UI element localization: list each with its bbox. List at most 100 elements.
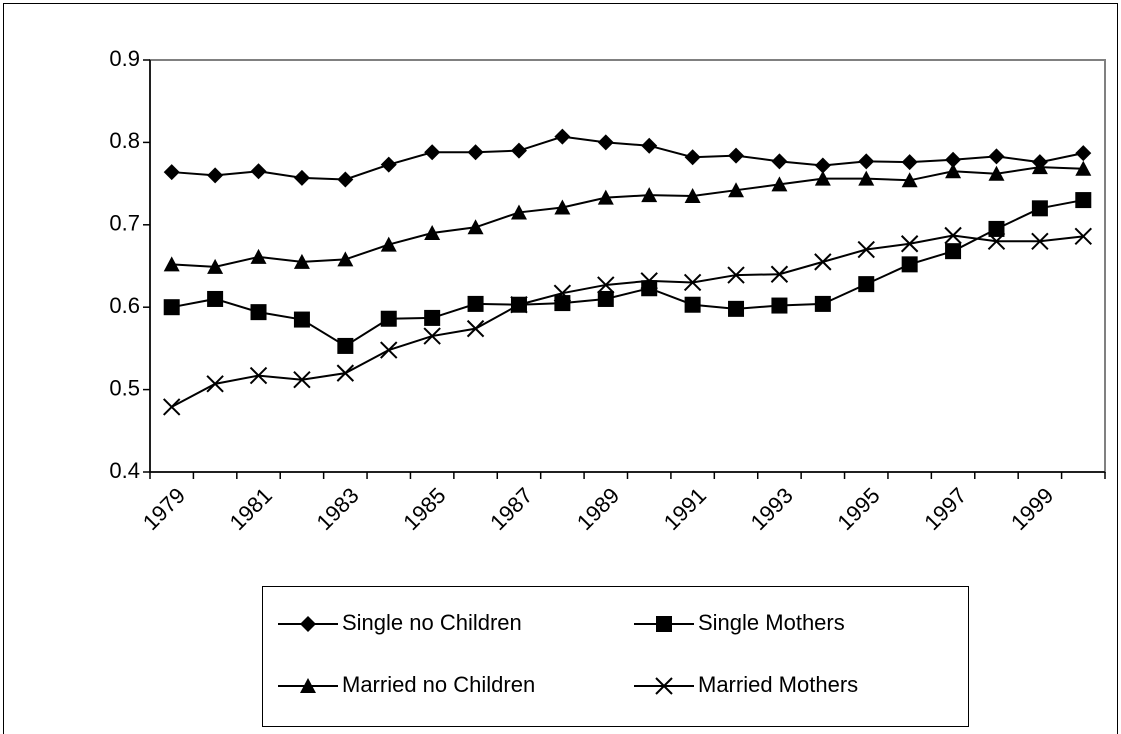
data-point — [683, 273, 702, 292]
data-point — [988, 148, 1005, 165]
data-point — [988, 165, 1005, 181]
data-point — [510, 296, 528, 314]
data-point — [380, 341, 398, 359]
data-point — [553, 284, 572, 302]
data-point — [901, 256, 918, 273]
data-point — [900, 235, 919, 253]
data-point — [771, 153, 788, 170]
legend-label: Single Mothers — [698, 610, 845, 635]
data-point — [771, 297, 788, 314]
data-point — [597, 189, 614, 205]
data-point — [380, 310, 397, 327]
data-point — [162, 398, 181, 416]
data-point — [554, 128, 571, 145]
data-point — [1075, 145, 1092, 162]
data-point — [684, 149, 701, 166]
legend — [262, 586, 969, 727]
series-line — [171, 135, 1084, 181]
data-point — [728, 147, 745, 164]
data-point — [987, 232, 1006, 250]
data-point — [684, 187, 701, 203]
data-point — [423, 327, 441, 345]
data-point — [467, 295, 484, 312]
data-point — [641, 280, 658, 297]
y-tick-label: 0.9 — [109, 46, 140, 71]
data-point — [337, 337, 354, 354]
data-point — [207, 167, 224, 184]
data-point — [337, 251, 354, 267]
data-point — [988, 220, 1005, 237]
data-point — [467, 219, 484, 235]
data-point — [510, 142, 527, 159]
data-point — [858, 153, 875, 170]
data-point — [163, 164, 180, 181]
data-point — [380, 236, 397, 252]
data-point — [727, 266, 745, 284]
data-point — [901, 154, 918, 171]
series-line — [171, 234, 1084, 408]
data-point — [814, 295, 831, 312]
legend-label: Married no Children — [342, 672, 535, 697]
data-point — [424, 144, 441, 161]
data-point — [858, 276, 875, 293]
y-tick-label: 0.5 — [109, 375, 140, 400]
data-point — [945, 243, 962, 260]
data-point — [728, 300, 745, 317]
data-point — [1031, 159, 1048, 175]
data-point — [380, 156, 397, 173]
data-point — [467, 144, 484, 161]
data-point — [728, 182, 745, 198]
data-point — [641, 137, 658, 154]
legend-marker — [656, 616, 672, 632]
data-point — [250, 248, 267, 264]
data-point — [597, 134, 614, 151]
data-point — [163, 256, 180, 272]
data-point — [163, 299, 180, 316]
data-point — [554, 199, 571, 215]
legend-label: Single no Children — [342, 610, 522, 635]
data-point — [293, 169, 310, 186]
legend-marker — [655, 677, 673, 695]
data-point — [857, 240, 875, 259]
data-point — [337, 171, 354, 188]
data-point — [814, 157, 831, 174]
data-point — [293, 253, 310, 269]
data-point — [466, 319, 485, 338]
data-point — [554, 295, 571, 312]
data-point — [293, 311, 310, 328]
data-point — [293, 371, 311, 389]
data-point — [1075, 192, 1092, 209]
y-tick-label: 0.6 — [109, 293, 140, 318]
y-tick-label: 0.4 — [109, 458, 140, 483]
data-point — [597, 276, 615, 294]
data-point — [424, 225, 441, 241]
data-point — [640, 272, 658, 290]
data-point — [249, 366, 268, 385]
data-point — [684, 296, 701, 313]
data-point — [250, 304, 267, 321]
data-point — [510, 204, 527, 220]
data-point — [945, 151, 962, 168]
y-tick-label: 0.7 — [109, 211, 140, 236]
series-line — [171, 166, 1084, 268]
data-point — [771, 176, 788, 192]
data-point — [641, 187, 658, 203]
data-point — [858, 170, 875, 186]
data-point — [901, 172, 918, 188]
legend-label: Married Mothers — [698, 672, 858, 697]
data-point — [1075, 160, 1092, 176]
y-tick-label: 0.8 — [109, 128, 140, 153]
data-point — [207, 290, 224, 307]
data-point — [250, 163, 267, 180]
data-point — [814, 170, 831, 186]
data-point — [944, 226, 962, 245]
data-point — [770, 265, 789, 283]
series-line — [171, 199, 1084, 348]
data-point — [336, 364, 355, 382]
data-point — [206, 375, 224, 393]
data-point — [945, 163, 962, 179]
data-point — [597, 290, 614, 307]
data-point — [1031, 232, 1049, 250]
legend-marker — [300, 678, 316, 693]
